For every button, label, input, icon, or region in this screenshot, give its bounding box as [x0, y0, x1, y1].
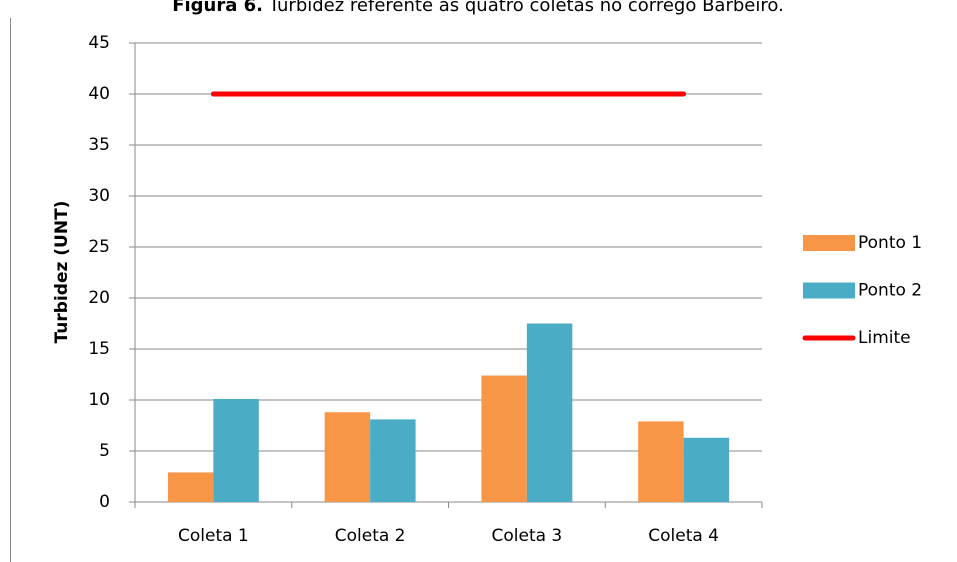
bar [683, 437, 730, 502]
y-tick-label: 10 [88, 390, 110, 410]
y-tick-label: 15 [88, 339, 110, 359]
x-tick-label: Coleta 4 [648, 526, 719, 546]
bar [213, 398, 259, 502]
legend-label: Ponto 1 [858, 233, 922, 253]
y-tick-label: 20 [88, 288, 110, 308]
legend-label: Limite [858, 328, 911, 348]
bar [638, 421, 684, 502]
title-text: Turbidez referente às quatro coletas no … [268, 0, 784, 16]
y-axis-label: Turbidez (UNT) [52, 201, 72, 344]
x-tick-label: Coleta 2 [335, 526, 406, 546]
y-tick-label: 30 [88, 186, 110, 206]
x-tick-label: Coleta 1 [178, 526, 249, 546]
y-tick-label: 0 [99, 492, 110, 512]
bar [167, 472, 214, 502]
legend-swatch [803, 235, 855, 251]
bar [481, 375, 527, 502]
y-tick-label: 25 [88, 237, 110, 257]
legend-swatch [803, 282, 855, 299]
y-tick-label: 40 [88, 84, 110, 104]
y-tick-label: 45 [88, 33, 110, 53]
legend-label: Ponto 2 [858, 281, 922, 301]
chart-title: Figura 6. Turbidez referente às quatro c… [172, 0, 784, 16]
bar [526, 323, 573, 502]
bar [324, 412, 371, 502]
y-tick-label: 5 [99, 441, 110, 461]
x-tick-label: Coleta 3 [491, 526, 562, 546]
title-label: Figura 6. [172, 0, 263, 16]
bar [370, 419, 416, 502]
y-tick-label: 35 [88, 135, 110, 155]
